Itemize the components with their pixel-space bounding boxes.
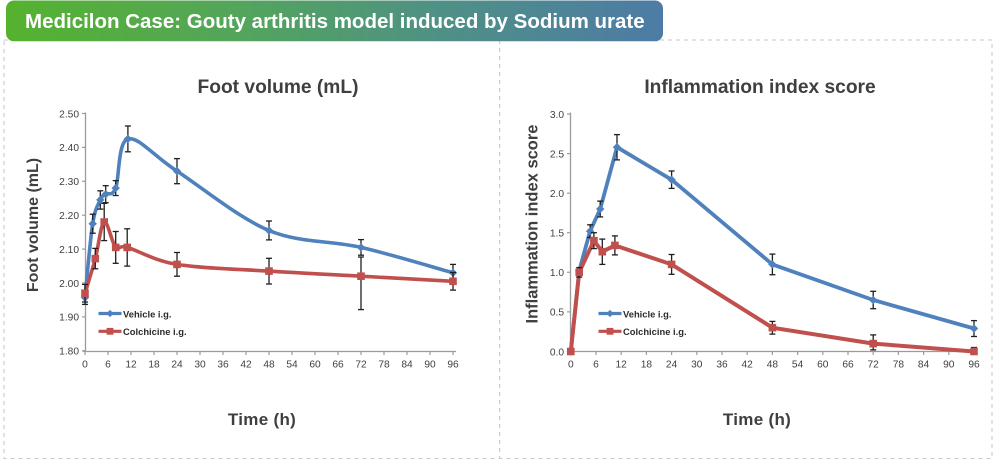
svg-text:Inflammation index score: Inflammation index score xyxy=(644,77,876,98)
svg-text:2.0: 2.0 xyxy=(550,189,564,200)
svg-text:Time (h): Time (h) xyxy=(723,410,791,429)
svg-text:96: 96 xyxy=(968,360,980,371)
svg-text:0: 0 xyxy=(568,360,574,371)
svg-text:18: 18 xyxy=(641,360,653,371)
svg-text:Time (h): Time (h) xyxy=(228,410,296,429)
svg-text:66: 66 xyxy=(842,360,854,371)
svg-text:6: 6 xyxy=(593,360,599,371)
svg-text:3.0: 3.0 xyxy=(550,110,564,121)
svg-text:54: 54 xyxy=(792,360,804,371)
svg-text:90: 90 xyxy=(424,360,436,371)
svg-text:Colchicine i.g.: Colchicine i.g. xyxy=(623,326,687,337)
svg-text:1.0: 1.0 xyxy=(550,268,564,279)
svg-text:84: 84 xyxy=(918,360,930,371)
svg-text:24: 24 xyxy=(171,360,183,371)
svg-text:60: 60 xyxy=(309,360,321,371)
svg-text:Foot volume (mL): Foot volume (mL) xyxy=(25,158,42,292)
svg-text:Foot volume (mL): Foot volume (mL) xyxy=(198,77,359,98)
svg-text:60: 60 xyxy=(817,360,829,371)
svg-text:12: 12 xyxy=(125,360,137,371)
svg-text:30: 30 xyxy=(691,360,703,371)
svg-text:6: 6 xyxy=(105,360,111,371)
svg-text:1.90: 1.90 xyxy=(59,313,79,324)
svg-text:78: 78 xyxy=(378,360,390,371)
svg-text:2.30: 2.30 xyxy=(59,177,79,188)
svg-text:Medicilon Case: Gouty arthriti: Medicilon Case: Gouty arthritis model in… xyxy=(25,10,645,33)
svg-text:2.5: 2.5 xyxy=(550,149,564,160)
svg-text:2.00: 2.00 xyxy=(59,279,79,290)
svg-text:54: 54 xyxy=(286,360,298,371)
svg-text:48: 48 xyxy=(263,360,275,371)
svg-text:84: 84 xyxy=(401,360,413,371)
svg-text:Vehicle i.g.: Vehicle i.g. xyxy=(623,308,671,319)
svg-text:72: 72 xyxy=(868,360,880,371)
svg-text:42: 42 xyxy=(742,360,754,371)
svg-text:2.50: 2.50 xyxy=(59,109,79,120)
svg-text:Vehicle i.g.: Vehicle i.g. xyxy=(123,308,171,319)
svg-text:2.20: 2.20 xyxy=(59,211,79,222)
svg-text:1.80: 1.80 xyxy=(59,347,79,358)
svg-text:12: 12 xyxy=(616,360,628,371)
svg-text:66: 66 xyxy=(332,360,344,371)
svg-text:0.5: 0.5 xyxy=(550,308,564,319)
svg-text:78: 78 xyxy=(893,360,905,371)
svg-text:96: 96 xyxy=(447,360,459,371)
svg-text:48: 48 xyxy=(767,360,779,371)
svg-text:36: 36 xyxy=(217,360,229,371)
svg-text:Inflammation index score: Inflammation index score xyxy=(524,125,542,324)
svg-text:0.0: 0.0 xyxy=(550,347,564,358)
svg-text:2.10: 2.10 xyxy=(59,245,79,256)
svg-text:36: 36 xyxy=(716,360,728,371)
svg-text:2.40: 2.40 xyxy=(59,143,79,154)
svg-text:42: 42 xyxy=(240,360,252,371)
svg-text:90: 90 xyxy=(943,360,955,371)
svg-text:1.5: 1.5 xyxy=(550,229,564,240)
svg-text:0: 0 xyxy=(82,360,88,371)
svg-text:24: 24 xyxy=(666,360,678,371)
svg-text:72: 72 xyxy=(355,360,367,371)
svg-text:18: 18 xyxy=(148,360,160,371)
svg-text:30: 30 xyxy=(194,360,206,371)
svg-text:Colchicine i.g.: Colchicine i.g. xyxy=(123,326,187,337)
